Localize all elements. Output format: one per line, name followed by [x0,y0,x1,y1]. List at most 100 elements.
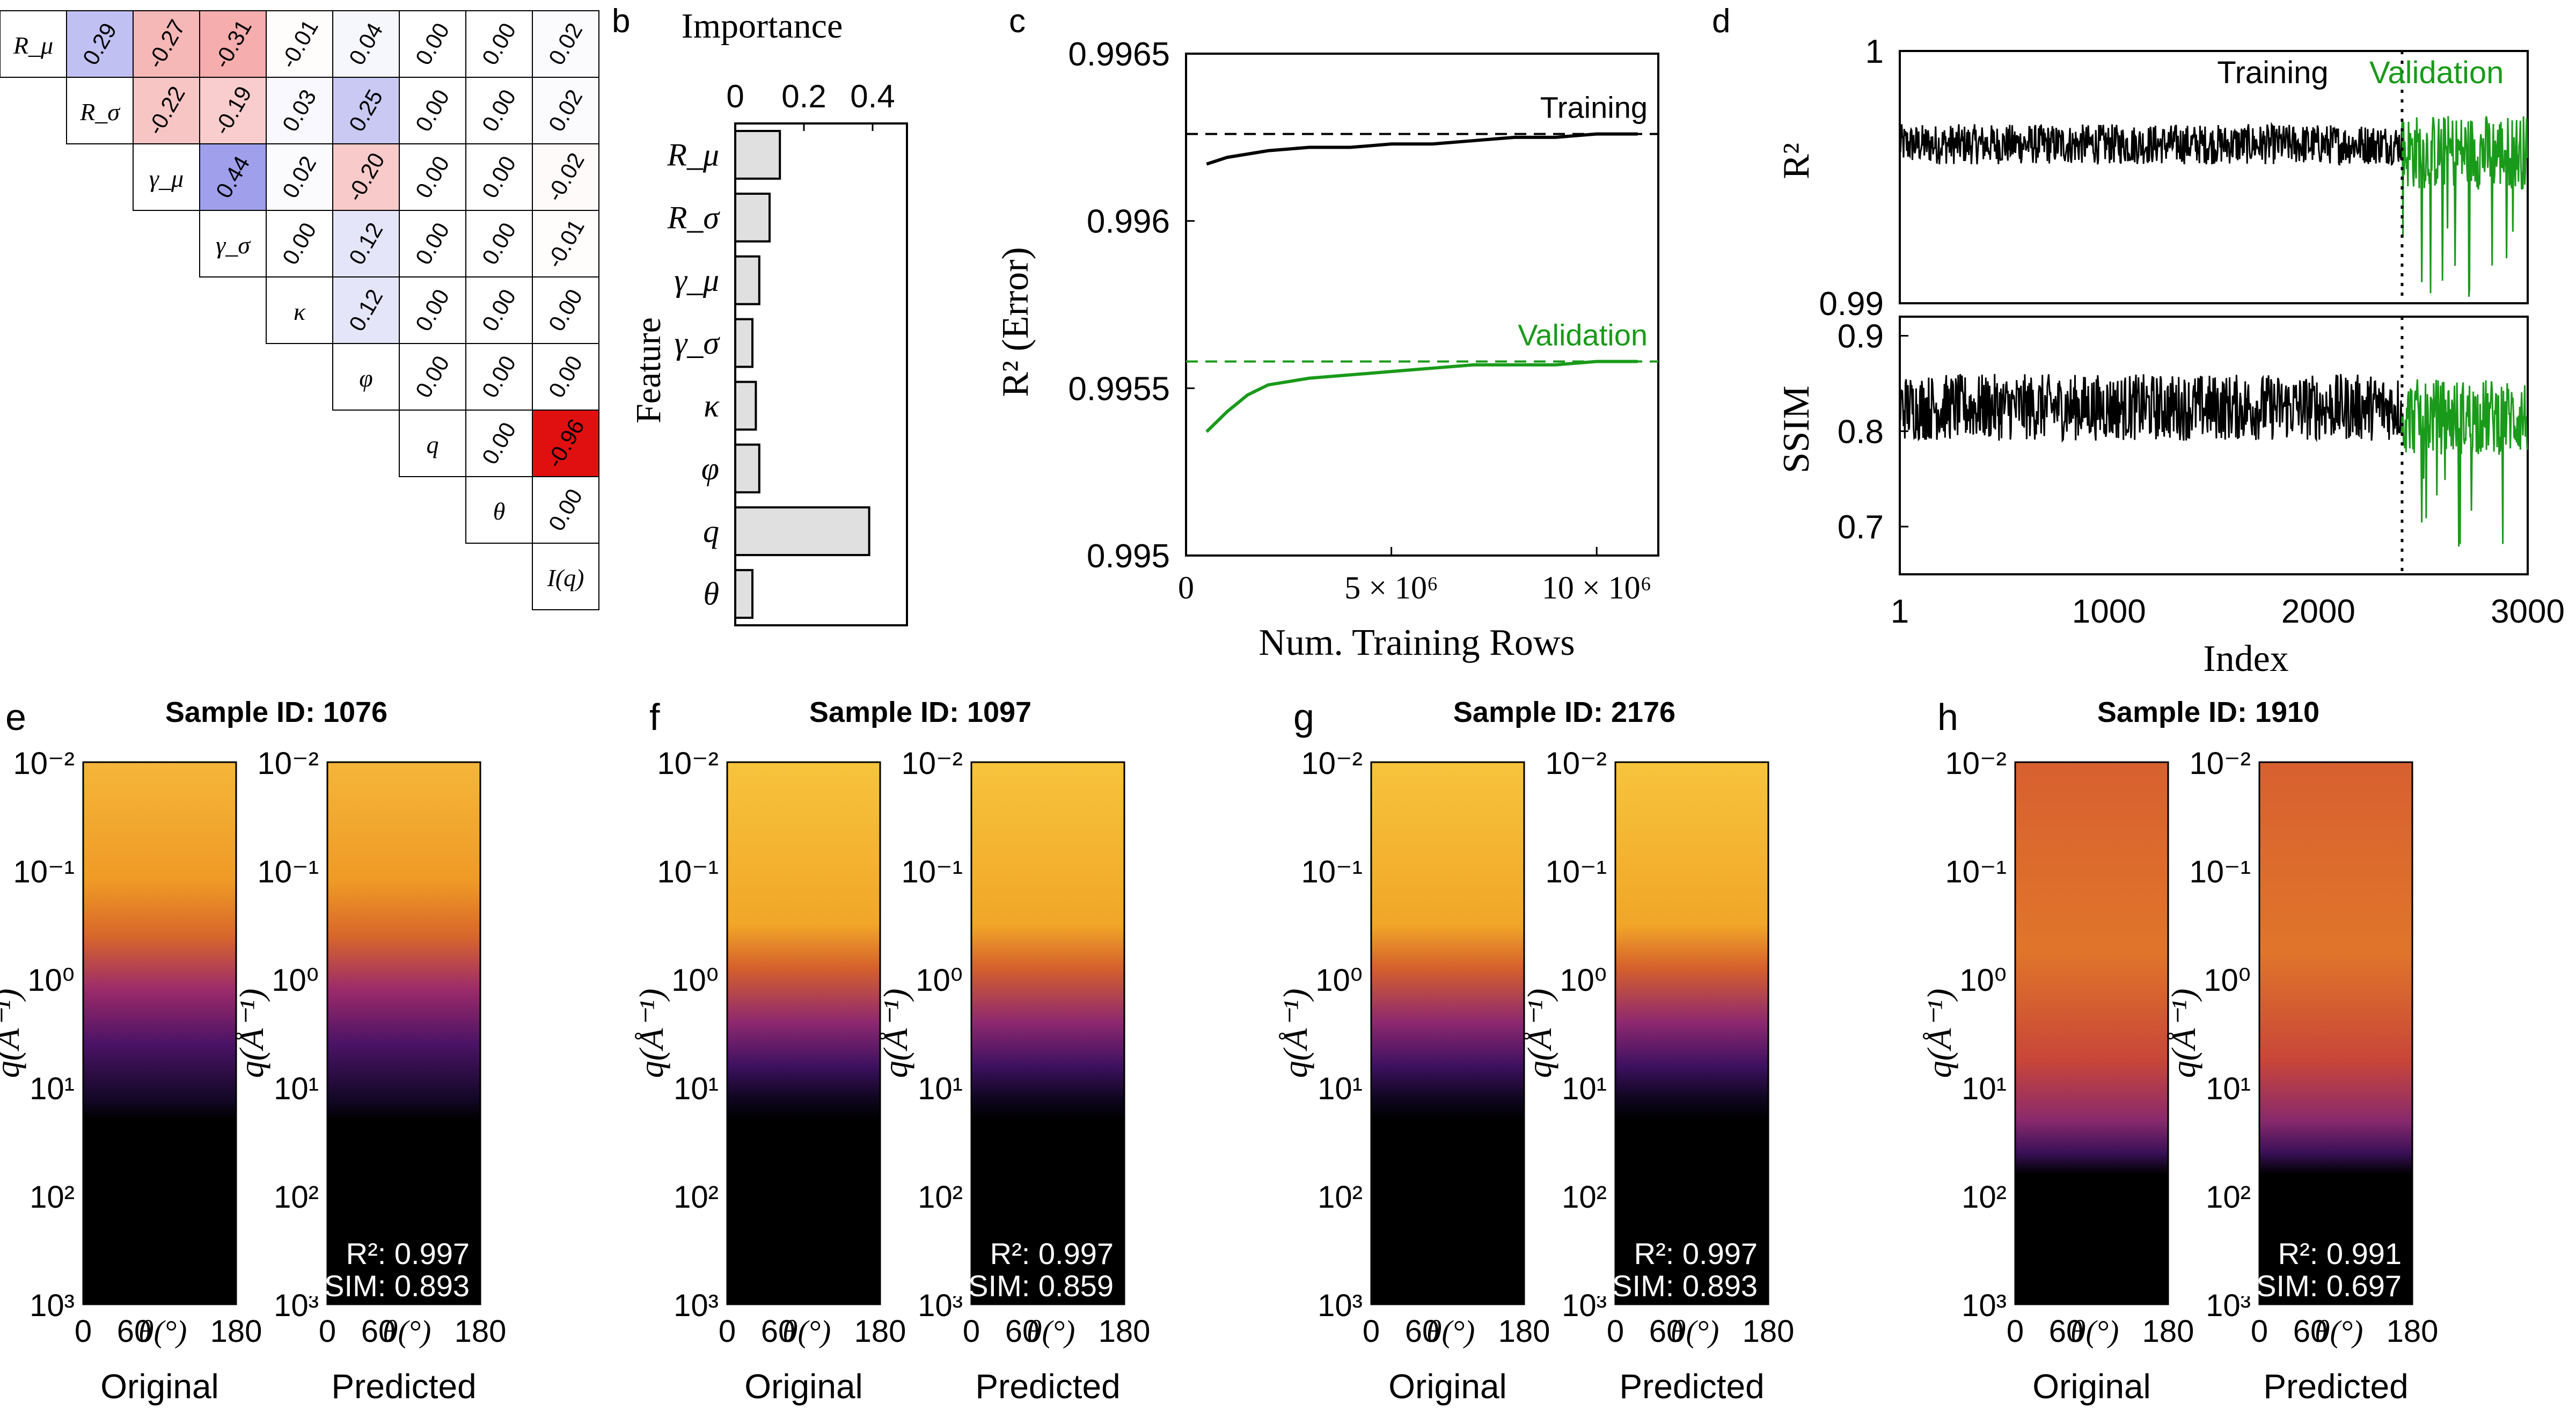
matrix-cell [399,343,466,411]
c-axes-box [1185,53,1659,557]
d-ylabel-top: R² [1776,143,1817,179]
pattern-xtick-label: 60 [2293,1314,2328,1349]
pattern-ytick-label: 10³ [1962,1288,2007,1323]
c-ytick-label: 0.996 [1087,203,1170,240]
pattern-xtick-label: 60 [1649,1314,1684,1349]
pattern-caption: Original [1388,1367,1507,1406]
d-xlabel: Index [2203,638,2288,680]
d-training-trace [1899,374,2403,443]
c-xtick-label: 10 × 10⁶ [1542,570,1652,605]
b-bar [734,192,771,243]
b-bar [734,130,781,180]
c-ytick-label: 0.9965 [1068,36,1170,73]
matrix-label-cell [399,410,466,477]
matrix-cell [266,143,333,211]
pattern-ytick-label: 10² [30,1180,75,1215]
pattern-ytick-label: 10⁰ [1959,963,2007,998]
b-category-label: R_μ [667,137,719,172]
b-bar [734,569,753,619]
pattern-ytick-label: 10³ [1562,1288,1607,1323]
pattern-ytick-label: 10¹ [30,1071,75,1106]
pattern-ytick-label: 10⁻² [258,746,319,781]
pattern-ylabel: q(Å⁻¹) [1520,989,1558,1078]
r2-annotation: R²: 0.997 [1634,1237,1758,1270]
pattern-ytick-label: 10² [1318,1180,1363,1215]
pattern-ytick-label: 10⁻¹ [1546,854,1607,889]
pattern-ylabel: q(Å⁻¹) [632,989,670,1078]
pattern-ytick-label: 10⁻¹ [1301,854,1363,889]
pattern-xtick-label: 0 [963,1314,980,1349]
b-title: Importance [682,6,843,46]
pattern-ytick-label: 10⁰ [2204,963,2251,998]
matrix-row-label: R_μ [13,32,53,59]
matrix-label-cell [133,143,200,211]
pattern-ytick-label: 10⁰ [1560,963,1607,998]
ssim-annotation: SSIM: 0.859 [948,1269,1114,1303]
b-category-label: θ [704,576,719,612]
b-ylabel: Feature [629,317,668,423]
matrix-row-label: γ_σ [216,231,251,259]
sample-title: Sample ID: 2176 [1453,696,1675,728]
pattern-xlabel: θ(°) [383,1314,431,1349]
matrix-row-label: φ [359,364,372,392]
pattern-ytick-label: 10¹ [1962,1071,2007,1106]
b-category-label: φ [701,451,719,486]
c-ytick-label: 0.995 [1087,538,1170,575]
pattern-ytick-label: 10³ [2206,1288,2251,1323]
pattern-ytick-label: 10⁻¹ [657,854,719,889]
pattern-ytick-label: 10⁻² [1301,746,1363,781]
pattern-xtick-label: 180 [455,1314,507,1349]
matrix-cell [532,77,599,144]
pattern-ylabel: q(Å⁻¹) [1276,989,1314,1078]
d-validation-trace [2401,116,2528,297]
r2-annotation: R²: 0.997 [346,1237,470,1270]
scattering-pattern-panels: e Sample ID: 1076 10⁻² 10⁻¹ 10⁰ 10¹ 10² 10³ q(Å⁻… [0,696,2438,1406]
pattern-ytick-label: 10⁻¹ [258,854,319,889]
b-category-label: γ_μ [674,262,719,298]
original-pattern-image [2014,761,2169,1305]
matrix-cell [133,10,200,78]
matrix-cell [465,276,533,344]
matrix-label-cell [465,476,533,544]
d-ytick-label: 0.99 [1819,286,1884,323]
correlation-matrix: R_μ 0.29 -0.27 -0.31 -0.01 0.04 0.00 0.00 0.02R_… [0,10,599,610]
pattern-ytick-label: 10¹ [1318,1071,1363,1106]
matrix-cell [532,276,599,344]
panel-letter: g [1293,696,1314,738]
b-xtick-label: 0.4 [850,78,895,114]
b-category-label: q [703,514,719,549]
pattern-ytick-label: 10⁰ [272,963,319,998]
d-ytick-label: 0.9 [1838,318,1884,355]
panel-label-c: c [1009,3,1026,40]
d-ytick-label: 0.8 [1838,413,1884,450]
pattern-caption: Predicted [2263,1367,2408,1406]
matrix-row-label: γ_μ [149,165,184,192]
pattern-caption: Original [2032,1367,2151,1406]
pattern-xtick-label: 0 [1363,1314,1380,1349]
pattern-ytick-label: 10³ [674,1288,719,1323]
pattern-xlabel: θ(°) [782,1314,831,1349]
panel-label-b: b [612,3,630,40]
d-ytick-label: 0.7 [1838,509,1884,546]
matrix-row-label: κ [294,298,306,325]
matrix-cell [332,143,400,211]
pattern-xtick-label: 0 [2007,1314,2024,1349]
r2-annotation: R²: 0.991 [2278,1237,2402,1270]
b-bar [734,506,870,557]
predicted-pattern-image [326,761,481,1305]
b-category-label: κ [704,388,720,423]
matrix-cell [532,10,599,78]
pattern-xtick-label: 180 [210,1314,262,1349]
training-rows-line-chart: 0.995 0.9955 0.996 0.9965 0 5 × 10⁶ 10 × 10⁶ Tr… [1068,36,1659,605]
pattern-xlabel: θ(°) [1671,1314,1719,1349]
pattern-xtick-label: 60 [117,1314,152,1349]
pattern-caption: Original [744,1367,863,1406]
panel-letter: e [5,696,26,738]
pattern-ytick-label: 10³ [274,1288,319,1323]
d-ylabel-bottom: SSIM [1776,385,1817,473]
b-bar [734,318,753,368]
matrix-cell [266,10,333,78]
pattern-xtick-label: 180 [854,1314,906,1349]
pattern-xlabel: θ(°) [2315,1314,2363,1349]
pattern-ytick-label: 10⁻¹ [1945,854,2007,889]
